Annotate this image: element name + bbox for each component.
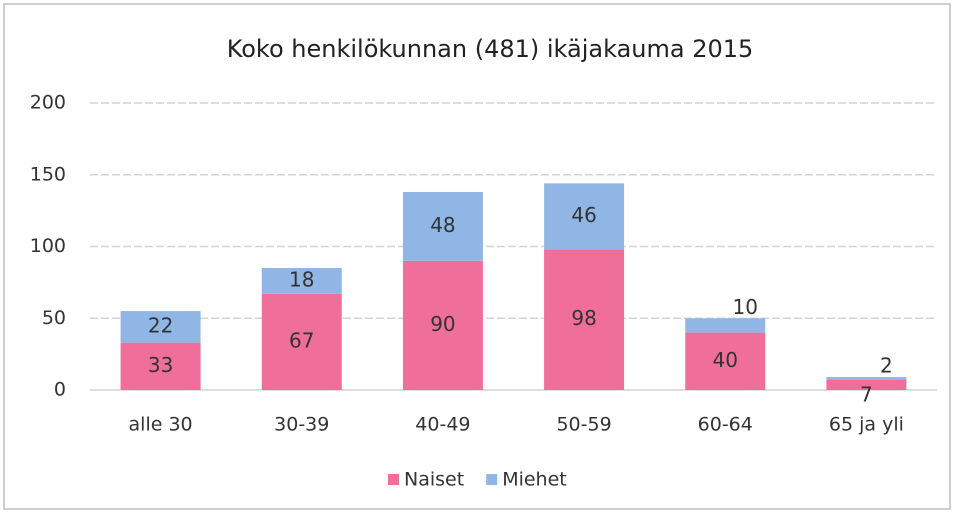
legend-swatch — [388, 474, 399, 485]
x-tick-label: alle 30 — [129, 414, 193, 436]
x-tick-label: 40-49 — [415, 414, 470, 436]
data-label: 33 — [148, 353, 173, 377]
bar-segment — [120, 311, 201, 343]
data-label: 90 — [430, 312, 455, 336]
x-tick-label: 30-39 — [274, 414, 329, 436]
y-tick-label: 0 — [54, 379, 66, 401]
data-label: 40 — [713, 348, 738, 372]
bar-segment — [402, 191, 483, 261]
data-label: 10 — [733, 295, 758, 319]
x-tick-label: 50-59 — [556, 414, 611, 436]
y-tick-label: 150 — [30, 163, 66, 185]
data-label: 48 — [430, 213, 455, 237]
bar-segment — [544, 249, 625, 390]
data-label: 7 — [860, 383, 873, 407]
data-label: 67 — [289, 328, 314, 352]
bar-segment — [685, 332, 766, 390]
bar-segment — [544, 183, 625, 250]
data-label: 2 — [880, 354, 893, 378]
chart-title: Koko henkilökunnan (481) ikäjakauma 2015 — [227, 35, 754, 63]
legend-swatch — [486, 474, 498, 485]
bar-segment — [120, 342, 201, 390]
bar-segment — [261, 293, 342, 390]
y-tick-label: 200 — [30, 92, 66, 114]
x-tick-label: 60-64 — [698, 414, 753, 436]
x-tick-label: 65 ja yli — [829, 414, 904, 436]
legend-label: Naiset — [404, 469, 464, 491]
bar-segment — [402, 260, 483, 390]
bar-segment — [826, 377, 907, 380]
data-label: 98 — [571, 306, 596, 330]
data-label: 18 — [289, 267, 314, 291]
bar-segment — [261, 268, 342, 294]
y-tick-label: 100 — [30, 235, 66, 257]
data-label: 22 — [148, 313, 173, 337]
bar-segment — [826, 379, 907, 390]
legend-label: Miehet — [502, 469, 567, 491]
y-tick-label: 50 — [42, 307, 66, 329]
data-label: 46 — [571, 203, 596, 227]
bar-segment — [685, 318, 766, 333]
